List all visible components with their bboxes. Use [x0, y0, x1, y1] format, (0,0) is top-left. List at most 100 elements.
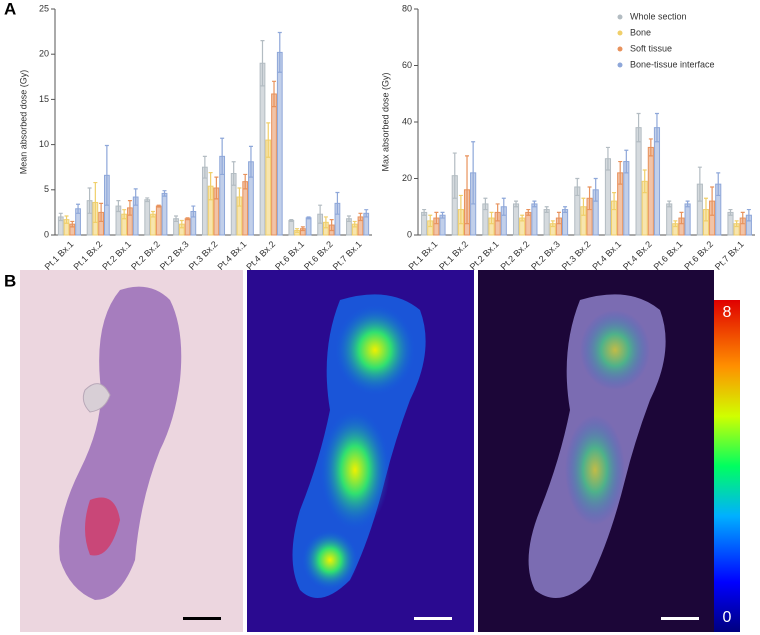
error-bar: [544, 206, 549, 213]
error-bar: [58, 212, 63, 222]
legend-label: Whole section: [630, 11, 687, 21]
error-bar: [133, 188, 138, 206]
y-tick-label: 5: [44, 184, 49, 194]
error-bar: [243, 173, 248, 190]
x-tick-label: Pt.2 Bx.2: [498, 239, 531, 272]
bar: [512, 203, 520, 236]
error-bar: [654, 112, 659, 143]
error-bar: [514, 200, 519, 208]
error-bar: [575, 177, 580, 197]
bar: [635, 127, 642, 236]
error-bar: [618, 160, 623, 185]
error-bar: [300, 226, 305, 232]
y-tick-label: 0: [407, 229, 412, 239]
bar: [276, 51, 283, 236]
error-bar: [64, 215, 69, 224]
y-tick-label: 20: [39, 49, 49, 59]
error-bar: [266, 122, 271, 158]
error-bar: [734, 220, 739, 228]
y-tick-label: 10: [39, 139, 49, 149]
error-bar: [156, 204, 161, 208]
x-tick-label: Pt.1 Bx.1: [407, 239, 440, 272]
legend-marker: [617, 62, 623, 68]
bar: [666, 203, 673, 236]
x-tick-label: Pt.6 Bx.1: [273, 239, 306, 272]
error-bar: [495, 203, 500, 222]
error-bar: [679, 211, 684, 225]
error-bar: [593, 177, 598, 202]
x-tick-label: Pt.6 Bx.1: [652, 239, 685, 272]
error-bar: [624, 149, 629, 174]
error-bar: [612, 192, 617, 211]
error-bar: [605, 146, 610, 171]
x-tick-label: Pt.4 Bx.1: [216, 239, 249, 272]
colorbar-min: 0: [723, 609, 732, 626]
error-bar: [520, 214, 525, 222]
error-bar: [642, 169, 647, 194]
error-bar: [587, 186, 592, 211]
error-bar: [581, 197, 586, 216]
x-tick-label: Pt.4 Bx.1: [590, 239, 623, 272]
error-bar: [248, 145, 253, 178]
error-bar: [127, 200, 132, 216]
error-bar: [458, 194, 463, 225]
colorbar: [714, 300, 740, 632]
legend-label: Soft tissue: [630, 43, 672, 53]
error-bar: [673, 220, 678, 228]
bar: [653, 127, 661, 236]
y-tick-label: 40: [402, 116, 412, 126]
error-bar: [179, 219, 184, 229]
x-tick-label: Pt.2 Bx.1: [100, 239, 133, 272]
x-tick-label: Pt.1 Bx.2: [437, 239, 470, 272]
x-tick-label: Pt.2 Bx.2: [129, 239, 162, 272]
error-bar: [352, 220, 357, 228]
bar: [155, 205, 162, 236]
error-bar: [335, 191, 340, 215]
error-bar: [104, 144, 109, 206]
bar: [161, 192, 168, 236]
error-bar: [364, 209, 369, 218]
x-tick-label: Pt.6 Bx.2: [682, 239, 715, 272]
error-bar: [636, 112, 641, 143]
overlay-image: [478, 270, 714, 632]
error-bar: [174, 215, 179, 223]
error-bar: [550, 220, 555, 228]
legend-marker: [617, 14, 623, 20]
panel-label: A: [4, 0, 16, 18]
error-bar: [358, 212, 363, 222]
bar: [305, 217, 312, 236]
error-bar: [526, 208, 531, 216]
error-bar: [323, 216, 328, 229]
error-bar: [122, 209, 127, 220]
error-bar: [220, 137, 225, 176]
error-bar: [306, 216, 311, 220]
he-image: [20, 270, 243, 632]
error-bar: [483, 197, 488, 211]
bar: [242, 181, 249, 236]
bar: [561, 209, 569, 236]
x-tick-label: Pt.4 Bx.2: [621, 239, 654, 272]
error-bar: [237, 187, 242, 207]
error-bar: [99, 202, 104, 223]
error-bar: [465, 155, 470, 225]
error-bar: [716, 172, 721, 197]
bar: [543, 209, 550, 236]
error-bar: [145, 197, 150, 203]
error-bar: [703, 197, 708, 222]
x-tick-label: Pt.3 Bx.2: [187, 239, 220, 272]
error-bar: [746, 208, 751, 222]
error-bar: [150, 210, 155, 218]
error-bar: [70, 220, 75, 228]
error-bar: [648, 138, 653, 157]
error-bar: [295, 228, 300, 233]
error-bar: [740, 211, 745, 225]
x-tick-label: Pt.6 Bx.2: [302, 239, 335, 272]
error-bar: [191, 205, 196, 218]
error-bar: [260, 40, 265, 87]
error-bar: [185, 217, 190, 221]
error-bar: [489, 211, 494, 225]
x-tick-label: Pt.4 Bx.2: [244, 239, 277, 272]
legend-label: Bone-tissue interface: [630, 59, 715, 69]
bar: [184, 218, 191, 236]
panel-label: B: [4, 271, 16, 290]
